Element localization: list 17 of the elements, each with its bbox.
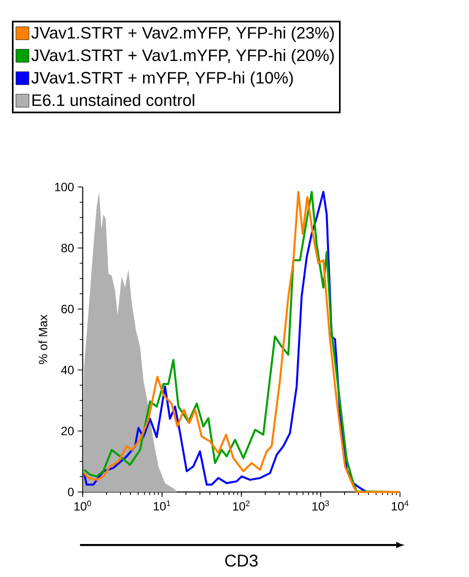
y-tick-label: 60 [61,304,74,314]
y-tick-label: 100 [55,182,74,192]
x-tick-label: 10$^{4}$ [392,500,408,510]
legend-label: JVav1.STRT + Vav2.mYFP, YFP-hi (23%) [31,26,334,42]
x-tick-label: 10$^{1}$ [154,500,170,510]
legend-label: E6.1 unstained control [32,94,194,106]
legend-label: JVav1.STRT + Vav1.mYFP, YFP-hi (20%) [31,49,334,64]
legend-label: JVav1.STRT + mYFP, YFP-hi (10%) [31,71,293,87]
y-tick-label: 80 [61,244,74,252]
y-axis-title: % of Max [38,314,48,364]
x-tick-label: 10$^{2}$ [233,500,250,511]
y-tick-label: 0 [68,488,74,496]
x-tick-label: 10$^{0}$ [74,500,92,511]
x-tick-label: 10$^{3}$ [312,500,329,511]
y-tick-label: 40 [61,366,74,374]
y-tick-label: 20 [61,426,74,436]
x-axis-title: CD3 [225,554,258,567]
